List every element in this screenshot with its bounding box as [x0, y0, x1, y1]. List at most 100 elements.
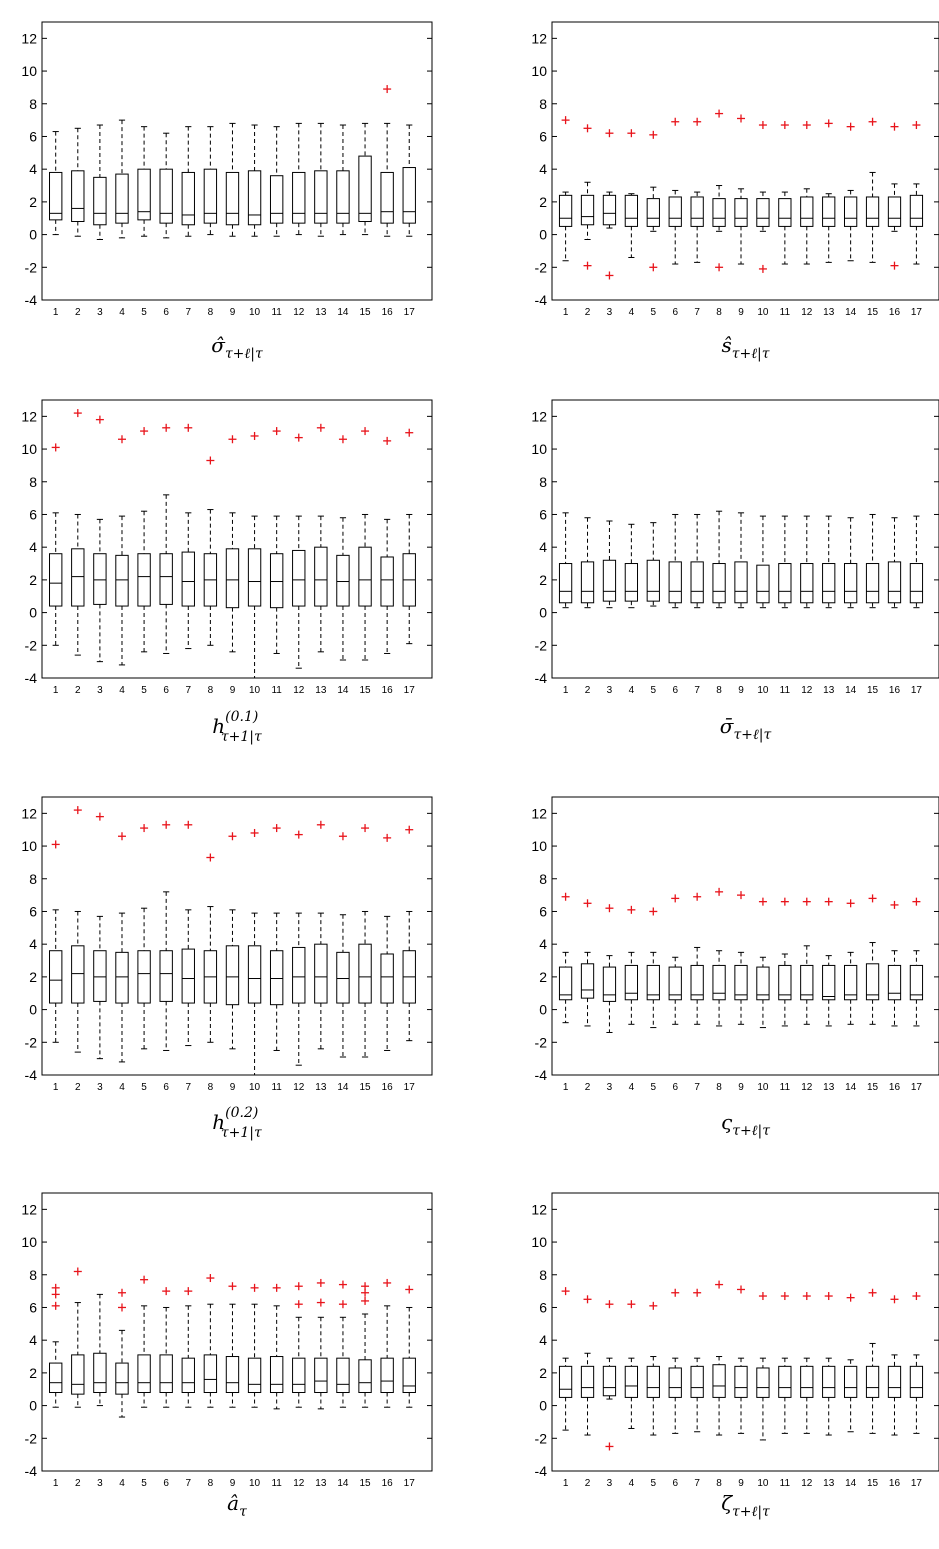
x-tick-label: 1 [563, 685, 569, 696]
box-13 [314, 122, 328, 237]
y-tick-label: 0 [29, 1002, 37, 1018]
outlier-marker [649, 907, 658, 916]
box-iqr [646, 1365, 660, 1398]
box-9 [225, 832, 240, 1050]
box-iqr [380, 556, 394, 607]
outlier-marker [912, 897, 921, 906]
x-tick-label: 7 [694, 685, 700, 696]
x-tick-label: 2 [585, 307, 591, 318]
box-7 [181, 820, 195, 1047]
box-10 [756, 121, 770, 273]
outlier-marker [73, 806, 82, 815]
box-iqr [909, 563, 924, 604]
x-tick-label: 13 [823, 1082, 835, 1093]
panel-caption: ζτ+ℓ|τ [721, 1491, 770, 1520]
y-tick-label: 0 [539, 605, 547, 621]
box-iqr [778, 563, 792, 604]
outlier-marker [583, 899, 592, 908]
x-tick-label: 7 [694, 1082, 700, 1093]
box-3 [602, 904, 617, 1033]
x-tick-label: 2 [585, 1082, 591, 1093]
outlier-marker [95, 812, 104, 821]
y-tick-label: 6 [539, 506, 547, 522]
x-tick-label: 11 [271, 1478, 282, 1489]
x-tick-label: 11 [780, 1082, 791, 1093]
x-tick-label: 5 [141, 1478, 147, 1489]
box-iqr [822, 196, 836, 227]
outlier-marker [228, 832, 237, 841]
box-iqr [909, 194, 924, 227]
box-11 [269, 126, 284, 237]
box-iqr [314, 943, 328, 1004]
box-iqr [602, 1365, 617, 1397]
box-iqr [734, 561, 748, 604]
box-3 [93, 124, 107, 240]
box-5 [646, 1301, 660, 1436]
outlier-marker [912, 1292, 921, 1301]
box-12 [292, 433, 306, 669]
box-iqr [247, 548, 262, 607]
x-tick-label: 16 [382, 1478, 394, 1489]
x-tick-label: 16 [889, 307, 901, 318]
x-tick-label: 9 [230, 685, 236, 696]
x-tick-label: 16 [382, 307, 394, 318]
outlier-marker [561, 1287, 570, 1296]
box-iqr [865, 563, 880, 604]
box-iqr [93, 950, 107, 1002]
box-11 [778, 897, 792, 1027]
box-iqr [336, 951, 350, 1004]
caption-base: σ̄ [720, 714, 735, 738]
box-4 [624, 1300, 639, 1429]
box-iqr [292, 171, 306, 224]
box-iqr [712, 964, 726, 1001]
box-11 [269, 1283, 284, 1410]
box-17 [909, 121, 924, 265]
x-tick-label: 17 [911, 685, 923, 696]
panel-caption: h(0.1) τ+1|τ [212, 709, 262, 745]
x-tick-label: 11 [271, 307, 282, 318]
box-iqr [247, 170, 262, 226]
box-iqr [49, 553, 63, 607]
outlier-marker [338, 832, 347, 841]
panel-caption: ŝτ+ℓ|τ [721, 333, 769, 362]
box-8 [203, 126, 218, 236]
box-iqr [580, 963, 595, 999]
outlier-marker [51, 840, 60, 849]
outlier-marker [184, 423, 193, 432]
box-iqr [137, 168, 151, 221]
x-tick-label: 3 [607, 1082, 613, 1093]
x-tick-label: 16 [382, 685, 394, 696]
x-tick-label: 10 [757, 307, 769, 318]
box-iqr [843, 196, 858, 227]
box-14 [336, 435, 350, 661]
y-tick-label: -4 [535, 1067, 548, 1083]
x-tick-label: 8 [716, 1478, 722, 1489]
outlier-marker [361, 427, 370, 436]
x-tick-label: 10 [249, 685, 261, 696]
box-5 [137, 824, 151, 1050]
box-iqr [336, 554, 350, 607]
outlier-marker [758, 897, 767, 906]
caption-base: σ̂ [211, 333, 226, 357]
x-tick-label: 1 [563, 1478, 569, 1489]
box-iqr [734, 198, 748, 227]
x-tick-label: 6 [672, 307, 678, 318]
box-10 [247, 124, 262, 237]
x-tick-label: 8 [716, 307, 722, 318]
outlier-marker [868, 117, 877, 126]
outlier-marker [294, 830, 303, 839]
y-tick-label: 2 [29, 1365, 37, 1381]
box-iqr [800, 563, 814, 604]
x-tick-label: 9 [230, 1082, 236, 1093]
box-7 [690, 892, 704, 1025]
x-tick-label: 14 [337, 1478, 349, 1489]
x-tick-label: 7 [185, 685, 191, 696]
x-tick-label: 1 [53, 1082, 59, 1093]
box-8 [712, 510, 726, 609]
outlier-marker [383, 85, 392, 94]
y-tick-label: -4 [25, 1067, 38, 1083]
x-tick-label: 1 [53, 307, 59, 318]
plot-frame [551, 1192, 939, 1472]
